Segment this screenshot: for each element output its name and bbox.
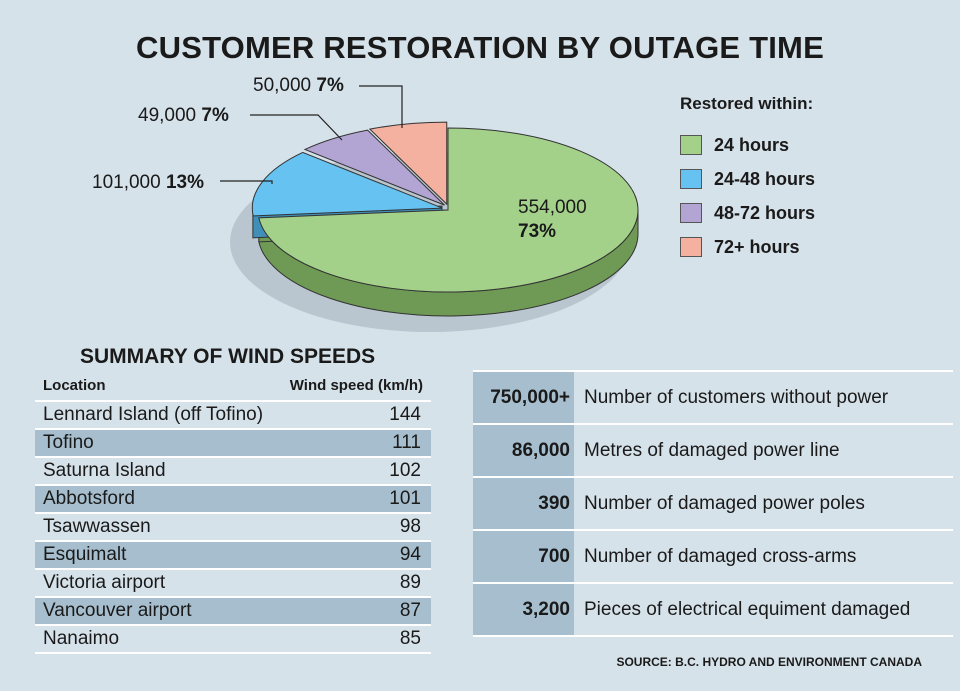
slice-value-label: 554,000 xyxy=(518,197,587,218)
pie-chart: 554,000 73% 101,000 13% 49,000 7% 50,000 7% xyxy=(92,75,639,332)
table-row: Victoria airport 89 xyxy=(35,570,431,598)
stat-value: 750,000+ xyxy=(473,372,574,423)
callout-leader-line xyxy=(250,114,343,141)
stat-value: 700 xyxy=(473,531,574,582)
callout-leader-line xyxy=(220,180,273,184)
pie-slice xyxy=(368,121,448,206)
speed-cell: 87 xyxy=(399,600,421,621)
slice-callout-label: 101,000 13% xyxy=(92,172,204,193)
stat-row: 3,200 Pieces of electrical equiment damag… xyxy=(473,584,953,637)
location-cell: Tofino xyxy=(43,432,94,453)
speed-cell: 94 xyxy=(399,544,421,565)
location-cell: Lennard Island (off Tofino) xyxy=(43,404,264,425)
legend-item-24h: 24 hours xyxy=(680,128,815,162)
stat-label: Metres of damaged power line xyxy=(584,439,840,461)
table-row: Lennard Island (off Tofino) 144 xyxy=(35,402,431,430)
legend-item-48-72h: 48-72 hours xyxy=(680,196,815,230)
stat-label: Number of customers without power xyxy=(584,386,889,408)
legend-item-24-48h: 24-48 hours xyxy=(680,162,815,196)
table-row: Tofino 111 xyxy=(35,430,431,458)
slice-percent-label: 73% xyxy=(518,221,556,242)
wind-speed-table: Location Wind speed (km/h) Lennard Islan… xyxy=(35,373,431,654)
location-cell: Saturna Island xyxy=(43,460,166,481)
table-row: Abbotsford 101 xyxy=(35,486,431,514)
location-cell: Tsawwassen xyxy=(43,516,151,537)
location-cell: Victoria airport xyxy=(43,572,166,593)
stat-value: 3,200 xyxy=(473,584,574,635)
slice-callout-label: 49,000 7% xyxy=(138,105,229,126)
stat-label: Number of damaged cross-arms xyxy=(584,545,857,567)
table-row: Tsawwassen 98 xyxy=(35,514,431,542)
legend-swatch xyxy=(680,203,702,223)
stat-value: 390 xyxy=(473,478,574,529)
pie-slice xyxy=(258,127,639,293)
stat-row: 86,000 Metres of damaged power line xyxy=(473,425,953,478)
source-credit: SOURCE: B.C. HYDRO AND ENVIRONMENT CANAD… xyxy=(616,655,922,669)
table-header: Location Wind speed (km/h) xyxy=(35,373,431,402)
speed-cell: 111 xyxy=(392,432,421,453)
stat-row: 390 Number of damaged power poles xyxy=(473,478,953,531)
table-row: Nanaimo 85 xyxy=(35,626,431,654)
legend-item-72h-plus: 72+ hours xyxy=(680,230,815,264)
legend-swatch xyxy=(680,135,702,155)
stat-label: Number of damaged power poles xyxy=(584,492,865,514)
pie-slice xyxy=(303,129,445,206)
wind-table-title: SUMMARY OF WIND SPEEDS xyxy=(80,345,376,368)
stat-row: 750,000+ Number of customers without powe… xyxy=(473,372,953,425)
legend-swatch xyxy=(680,237,702,257)
speed-cell: 98 xyxy=(399,516,421,537)
legend-label: 24 hours xyxy=(714,134,790,155)
location-cell: Vancouver airport xyxy=(43,600,192,621)
legend-label: 72+ hours xyxy=(714,236,800,257)
speed-cell: 144 xyxy=(389,404,421,425)
stat-row: 700 Number of damaged cross-arms xyxy=(473,531,953,584)
speed-cell: 85 xyxy=(399,628,421,649)
callout-leader-line xyxy=(359,85,403,128)
chart-title: CUSTOMER RESTORATION BY OUTAGE TIME xyxy=(136,30,824,65)
speed-cell: 102 xyxy=(389,460,421,481)
table-row: Esquimalt 94 xyxy=(35,542,431,570)
stat-label: Pieces of electrical equiment damaged xyxy=(584,598,911,620)
legend-swatch xyxy=(680,169,702,189)
column-header-location: Location xyxy=(43,377,106,394)
table-row: Vancouver airport 87 xyxy=(35,598,431,626)
table-row: Saturna Island 102 xyxy=(35,458,431,486)
column-header-speed: Wind speed (km/h) xyxy=(289,377,423,394)
location-cell: Esquimalt xyxy=(43,544,127,565)
legend-label: 24-48 hours xyxy=(714,168,816,189)
speed-cell: 101 xyxy=(389,488,421,509)
location-cell: Nanaimo xyxy=(43,628,120,649)
slice-callout-label: 50,000 7% xyxy=(253,75,344,96)
outage-stats-table: 750,000+ Number of customers without powe… xyxy=(473,370,953,637)
legend-title: Restored within: xyxy=(680,94,814,113)
pie-slice xyxy=(251,151,443,217)
location-cell: Abbotsford xyxy=(43,488,135,509)
speed-cell: 89 xyxy=(399,572,421,593)
legend: Restored within: 24 hours 24-48 hours 48… xyxy=(680,94,815,264)
stat-value: 86,000 xyxy=(473,425,574,476)
legend-label: 48-72 hours xyxy=(714,202,816,223)
